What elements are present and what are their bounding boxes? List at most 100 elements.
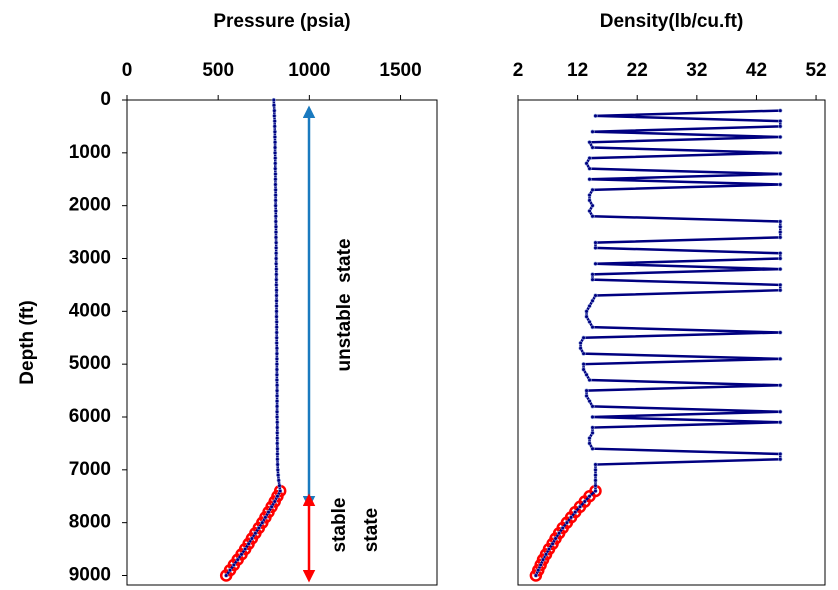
data-point: [253, 531, 258, 536]
y-axis-label: Depth (ft): [17, 300, 38, 384]
data-point: [581, 335, 586, 340]
data-point: [593, 483, 598, 488]
data-point: [590, 203, 595, 208]
data-point: [584, 309, 589, 314]
x-tick-label: 1000: [288, 60, 330, 81]
data-point: [778, 182, 783, 187]
x-tick-label: 1500: [379, 60, 421, 81]
data-point: [581, 351, 586, 356]
data-point: [274, 388, 280, 393]
data-point: [273, 229, 279, 235]
data-point: [778, 383, 783, 388]
data-point: [275, 467, 280, 472]
data-point: [227, 568, 233, 573]
data-point: [274, 330, 279, 335]
data-point: [593, 293, 598, 298]
data-point: [778, 409, 783, 414]
data-point: [584, 393, 589, 398]
data-point: [272, 145, 278, 150]
data-point: [778, 420, 783, 425]
data-point: [219, 569, 233, 582]
data-point: [277, 483, 282, 488]
data-point: [275, 436, 280, 441]
plot-frame: [126, 99, 438, 586]
data-point: [581, 362, 586, 367]
data-point: [564, 520, 569, 525]
annotation: unstable state: [334, 238, 355, 371]
data-point: [278, 488, 283, 494]
y-tick-label: 6000: [69, 406, 111, 427]
data-point: [273, 166, 278, 171]
data-point: [568, 515, 574, 520]
x-tick-label: 52: [805, 60, 826, 81]
data-point: [274, 393, 280, 398]
data-point: [590, 425, 595, 430]
data-point: [274, 261, 279, 266]
data-point: [276, 478, 281, 483]
data-point: [587, 436, 592, 441]
series-line: [225, 99, 282, 577]
y-tick-label: 7000: [69, 459, 111, 480]
data-point: [243, 546, 248, 552]
y-tick-label: 1000: [69, 142, 111, 163]
data-point: [274, 303, 279, 309]
data-point: [590, 272, 595, 277]
data-point: [587, 198, 592, 203]
data-point: [274, 277, 279, 282]
data-point: [274, 314, 279, 319]
data-point: [273, 203, 278, 208]
data-point: [593, 240, 598, 245]
data-point: [273, 214, 278, 219]
data-point: [540, 557, 546, 562]
data-point: [231, 562, 236, 568]
data-point: [778, 134, 783, 140]
data-point: [275, 430, 280, 435]
data-point: [274, 245, 279, 251]
data-point: [587, 192, 592, 198]
annotation: stable: [329, 498, 350, 553]
data-point: [778, 224, 783, 229]
data-point: [273, 198, 278, 203]
data-point: [269, 504, 274, 509]
data-point: [274, 319, 279, 324]
data-point: [224, 573, 229, 578]
x-tick-label: 32: [686, 60, 707, 81]
data-point: [274, 251, 279, 256]
data-point: [584, 372, 589, 377]
data-point: [533, 573, 538, 578]
data-point: [778, 150, 783, 155]
data-point: [275, 420, 280, 425]
data-point: [272, 499, 277, 504]
data-point: [274, 282, 279, 288]
data-point: [274, 272, 279, 277]
data-point: [274, 256, 279, 261]
data-point: [274, 340, 279, 346]
data-point: [274, 351, 279, 356]
x-tick-label: 500: [202, 60, 234, 81]
data-point: [272, 108, 277, 113]
data-point: [273, 224, 279, 229]
data-point: [274, 325, 279, 330]
data-point: [275, 425, 280, 430]
data-point: [577, 504, 583, 509]
data-point: [587, 494, 592, 499]
data-point: [273, 219, 278, 224]
data-point: [274, 309, 279, 314]
data-point: [273, 192, 278, 198]
data-point: [546, 546, 552, 552]
series: [219, 484, 287, 582]
data-point: [778, 108, 783, 113]
data-point: [272, 129, 277, 134]
data-point: [274, 266, 279, 272]
data-point: [273, 177, 278, 182]
data-point: [274, 372, 279, 377]
data-point: [584, 314, 589, 319]
data-point: [587, 319, 592, 324]
data-point: [273, 171, 278, 177]
data-point: [271, 103, 277, 108]
data-point: [590, 325, 595, 330]
data-point: [529, 569, 543, 582]
data-point: [256, 525, 261, 531]
y-tick-label: 8000: [69, 512, 111, 533]
